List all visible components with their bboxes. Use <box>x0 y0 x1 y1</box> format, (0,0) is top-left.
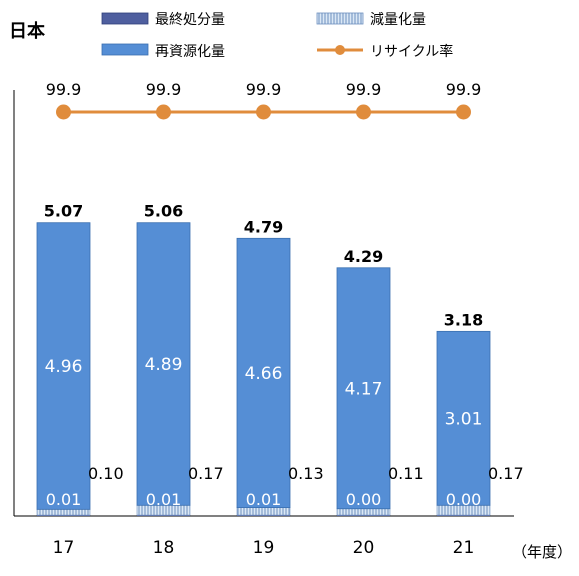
total-label-18: 5.06 <box>144 202 183 221</box>
recycling-rate-point-20 <box>356 104 371 120</box>
legend-marker-recycling-rate <box>335 45 345 55</box>
chart-title: 日本 <box>9 20 45 42</box>
x-tick-label-20: 20 <box>353 538 375 558</box>
final-disposal-value-label-19: 0.01 <box>246 490 282 509</box>
legend-label-recycled: 再資源化量 <box>155 44 225 60</box>
legend-label-reduction: 減量化量 <box>370 11 426 28</box>
labels-layer: 5.07 4.96 0.01 0.10 17 5.06 4.89 0.01 0.17 18 4.79… <box>44 80 524 558</box>
bar-recycled-17 <box>36 222 91 510</box>
recycled-value-label-17: 4.96 <box>45 357 83 377</box>
bar-recycled-20 <box>336 267 391 510</box>
recycled-value-label-18: 4.89 <box>145 355 183 375</box>
bar-recycled-21 <box>436 330 491 506</box>
bar-recycled-19 <box>236 237 291 508</box>
legend: 最終処分量 減量化量 再資源化量 リサイクル率 <box>101 11 453 60</box>
recycling-rate-point-21 <box>456 104 471 120</box>
total-label-17: 5.07 <box>44 202 83 221</box>
recycled-value-label-19: 4.66 <box>245 364 283 384</box>
legend-swatch-final-disposal <box>101 12 149 25</box>
x-axis-unit: （年度） <box>512 543 572 561</box>
legend-label-recycling-rate: リサイクル率 <box>370 43 453 60</box>
x-tick-label-19: 19 <box>253 538 275 558</box>
recycling-rate-point-19 <box>256 104 271 120</box>
legend-label-final-disposal: 最終処分量 <box>155 12 225 28</box>
reduction-value-label-19: 0.13 <box>288 464 324 483</box>
bar-final-disposal-20 <box>337 515 390 516</box>
bar-recycled-18 <box>136 222 191 506</box>
final-disposal-value-label-17: 0.01 <box>46 490 82 509</box>
legend-swatch-reduction <box>316 12 364 25</box>
x-tick-label-21: 21 <box>453 538 475 558</box>
bar-reduction-20 <box>336 508 391 516</box>
bars-layer <box>36 222 491 516</box>
recycling-rate-label-21: 99.9 <box>446 80 482 99</box>
x-tick-label-17: 17 <box>53 538 75 558</box>
recycled-value-label-20: 4.17 <box>345 379 383 399</box>
recycling-rate-label-18: 99.9 <box>146 80 182 99</box>
recycling-rate-label-19: 99.9 <box>246 80 282 99</box>
recycling-rate-line <box>56 104 471 120</box>
bar-final-disposal-19 <box>237 515 290 516</box>
recycled-value-label-21: 3.01 <box>445 409 483 429</box>
x-tick-label-18: 18 <box>153 538 175 558</box>
recycling-rate-label-20: 99.9 <box>346 80 382 99</box>
bar-final-disposal-17 <box>37 515 90 516</box>
reduction-value-label-21: 0.17 <box>488 464 524 483</box>
recycling-rate-point-17 <box>56 104 71 120</box>
total-label-20: 4.29 <box>344 247 383 266</box>
recycling-rate-label-17: 99.9 <box>46 80 82 99</box>
bar-reduction-17 <box>36 509 91 516</box>
total-label-21: 3.18 <box>444 310 483 329</box>
bar-final-disposal-21 <box>437 515 490 516</box>
final-disposal-value-label-20: 0.00 <box>346 490 382 509</box>
final-disposal-value-label-18: 0.01 <box>146 490 182 509</box>
reduction-value-label-20: 0.11 <box>388 464 424 483</box>
reduction-value-label-17: 0.10 <box>88 464 124 483</box>
total-label-19: 4.79 <box>244 217 283 236</box>
recycling-rate-point-18 <box>156 104 171 120</box>
reduction-value-label-18: 0.17 <box>188 464 224 483</box>
final-disposal-value-label-21: 0.00 <box>446 490 482 509</box>
bar-final-disposal-18 <box>137 515 190 516</box>
legend-swatch-recycled <box>101 43 149 56</box>
